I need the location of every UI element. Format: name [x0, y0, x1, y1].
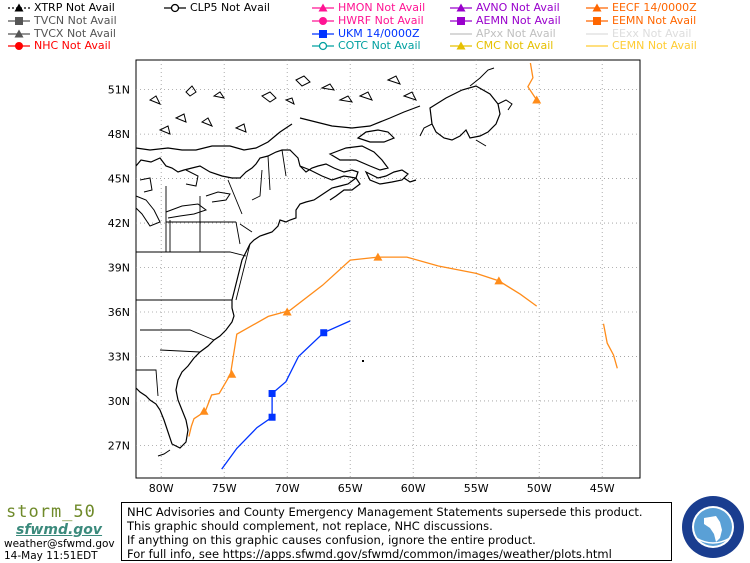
- bermuda: [362, 360, 364, 362]
- map-frame: [135, 59, 641, 479]
- legend-label: CEMN Not Avail: [612, 39, 697, 52]
- legend-label: XTRP Not Avail: [34, 1, 115, 14]
- forecast-tracks: [188, 62, 618, 470]
- disclaimer-box: NHC Advisories and County Emergency Mana…: [121, 502, 672, 561]
- lat-label: 45N: [108, 173, 130, 186]
- legend-label: COTC Not Avail: [338, 39, 421, 52]
- ukm-track-marker: [268, 413, 276, 421]
- lat-label: 39N: [108, 262, 130, 275]
- legend-swatch-icon: [312, 3, 334, 12]
- legend-swatch-icon: [312, 17, 334, 25]
- eecf-track-marker: [373, 252, 383, 261]
- legend-label: EExx Not Avail: [612, 27, 692, 40]
- legend-swatch-icon: [450, 41, 472, 50]
- legend-label: AVNO Not Avail: [476, 1, 560, 14]
- sfwmd-seal-icon: [682, 496, 744, 558]
- contact-email[interactable]: weather@sfwmd.gov: [4, 538, 115, 550]
- legend-label: CMC Not Avail: [476, 39, 554, 52]
- lat-lon-grid: [136, 60, 640, 478]
- newfoundland-detail: [419, 67, 513, 147]
- legend-swatch-icon: [586, 45, 608, 47]
- lat-label: 30N: [108, 395, 130, 408]
- legend-swatch-icon: [8, 3, 30, 12]
- legend-label: AEMN Not Avail: [476, 14, 561, 27]
- legend-label: APxx Not Avail: [476, 27, 556, 40]
- disclaimer-line-3: If anything on this graphic causes confu…: [127, 533, 536, 547]
- agency-link[interactable]: sfwmd.gov: [16, 522, 103, 538]
- lat-label: 51N: [108, 84, 130, 97]
- eecf-track-marker: [494, 276, 504, 285]
- us-east-coast: [135, 149, 359, 449]
- legend-swatch-icon: [450, 33, 472, 35]
- timestamp: 14-May 11:51EDT: [4, 550, 98, 562]
- legend-label: UKM 14/0000Z: [338, 27, 420, 40]
- interior-lakes: [148, 75, 417, 135]
- ukm-track-marker: [320, 329, 328, 337]
- lon-label: 55W: [464, 482, 489, 495]
- eecf_north-track-line: [527, 62, 538, 101]
- legend-label: TVCN Not Avail: [34, 14, 117, 27]
- legend-swatch-icon: [312, 30, 334, 38]
- eecf-track-marker: [282, 307, 292, 316]
- eecf-track-marker: [227, 369, 237, 378]
- lon-label: 80W: [149, 482, 174, 495]
- eecf_north-track-marker: [532, 95, 542, 104]
- eecf-track-marker: [199, 406, 209, 415]
- disclaimer-line-1: NHC Advisories and County Emergency Mana…: [127, 505, 643, 519]
- legend-label: HMON Not Avail: [338, 1, 426, 14]
- legend-label: CLP5 Not Avail: [190, 1, 270, 14]
- ukm-track-marker: [268, 390, 276, 398]
- legend-label: EEMN Not Avail: [612, 14, 697, 27]
- legend-swatch-icon: [450, 3, 472, 12]
- legend-label: EECF 14/0000Z: [612, 1, 697, 14]
- storm-id: storm_50: [6, 502, 96, 522]
- lon-label: 60W: [401, 482, 426, 495]
- lat-label: 33N: [108, 350, 130, 363]
- axis-labels: 51N 48N 45N 42N 39N 36N 33N 30N 27N 80W 75W 70W 65W 6…: [108, 84, 615, 495]
- great-lakes: [135, 169, 231, 227]
- legend-swatch-icon: [450, 17, 472, 25]
- legend-swatch-icon: [586, 3, 608, 12]
- legend-label: HWRF Not Avail: [338, 14, 424, 27]
- legend-swatch-icon: [8, 29, 30, 38]
- lon-label: 70W: [275, 482, 300, 495]
- legend-label: TVCX Not Avail: [34, 27, 116, 40]
- lat-label: 48N: [108, 128, 130, 141]
- lat-label: 36N: [108, 306, 130, 319]
- maritime-canada: [135, 85, 501, 201]
- disclaimer-line-4[interactable]: For full info, see https://apps.sfwmd.go…: [127, 547, 612, 561]
- eecf_east-track-line: [602, 323, 618, 369]
- lon-label: 65W: [338, 482, 363, 495]
- lon-label: 45W: [590, 482, 615, 495]
- coastline: [135, 67, 513, 457]
- state-borders: [136, 149, 287, 397]
- florida-keys: [157, 449, 171, 457]
- lat-label: 27N: [108, 439, 130, 452]
- lat-label: 42N: [108, 217, 130, 230]
- legend-swatch-icon: [8, 17, 30, 25]
- legend-label: NHC Not Avail: [34, 39, 111, 52]
- disclaimer-line-2: This graphic should complement, not repl…: [127, 519, 493, 533]
- legend-swatch-icon: [312, 41, 334, 51]
- legend-swatch-icon: [586, 33, 608, 35]
- legend-swatch-icon: [586, 17, 608, 25]
- track-map: 51N 48N 45N 42N 39N 36N 33N 30N 27N 80W 75W 70W 65W 6…: [108, 59, 641, 495]
- legend-swatch-icon: [8, 42, 30, 50]
- legend-swatch-icon: [164, 3, 186, 13]
- lon-label: 75W: [212, 482, 237, 495]
- lon-label: 50W: [527, 482, 552, 495]
